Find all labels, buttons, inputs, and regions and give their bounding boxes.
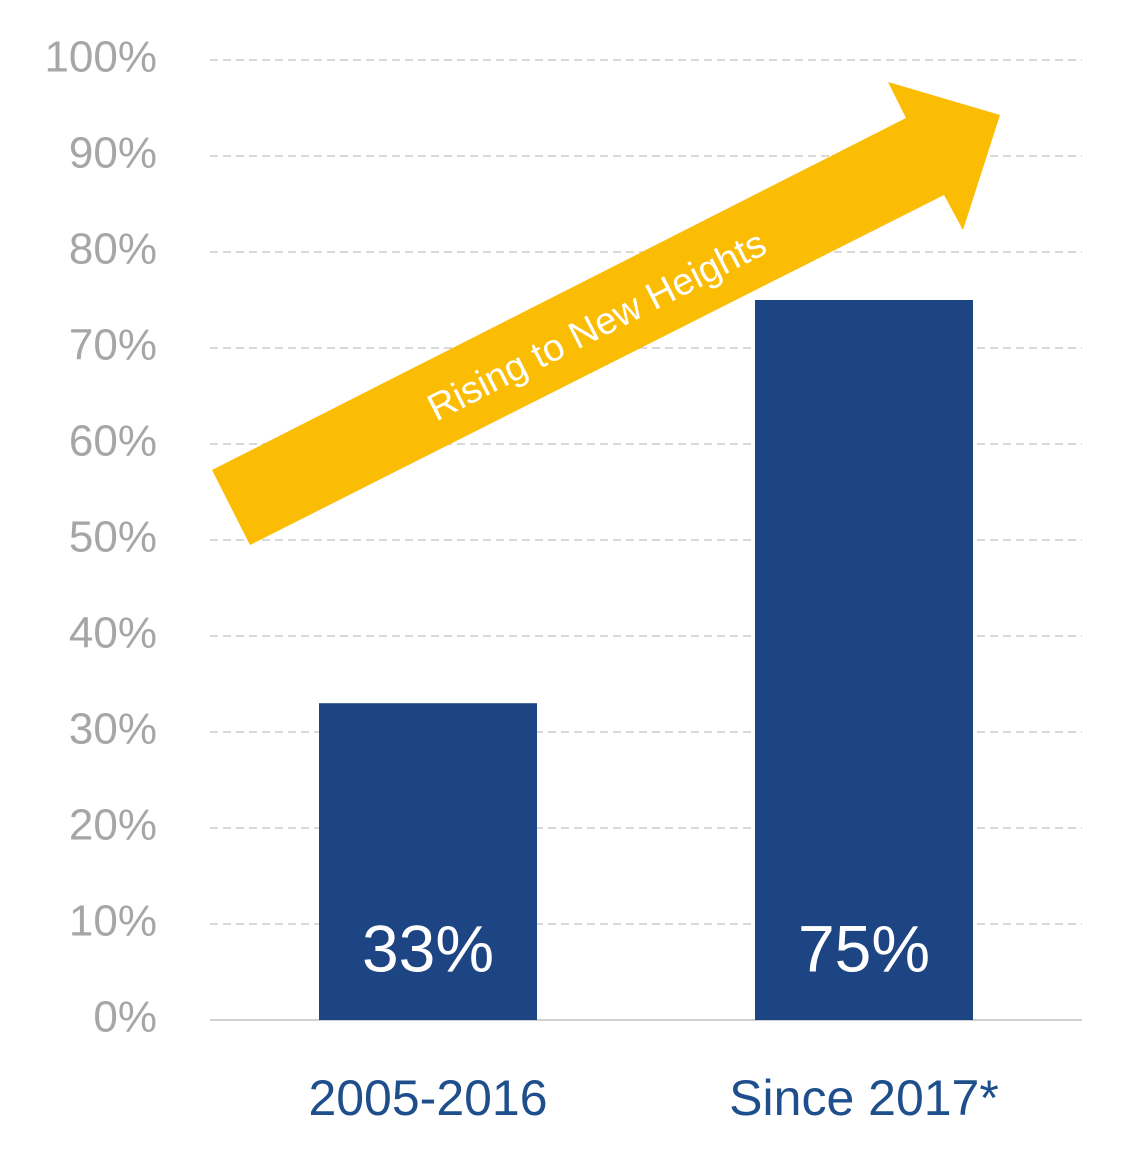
y-tick-label: 30% (69, 705, 157, 754)
bar (755, 300, 973, 1020)
y-tick-label: 10% (69, 897, 157, 946)
bar (319, 703, 537, 1020)
grid: 0% 10% 20% 30% 40% 50% 60% 70% 80% 90% 100% (44, 33, 1082, 1042)
y-tick-label: 90% (69, 129, 157, 178)
arrow-annotation: Rising to New Heights (421, 223, 773, 430)
y-tick-label: 40% (69, 609, 157, 658)
y-tick-label: 50% (69, 513, 157, 562)
y-tick-label: 60% (69, 417, 157, 466)
y-tick-label: 100% (44, 33, 157, 82)
value-label: 75% (798, 911, 930, 985)
x-tick-label: 2005-2016 (308, 1070, 547, 1126)
x-tick-label: Since 2017* (729, 1070, 999, 1126)
y-tick-label: 0% (93, 993, 157, 1042)
bars: 33% 2005-2016 75% Since 2017* (308, 300, 999, 1126)
rising-arrow (212, 82, 1000, 545)
y-tick-label: 20% (69, 801, 157, 850)
y-tick-label: 70% (69, 321, 157, 370)
y-tick-label: 80% (69, 225, 157, 274)
value-label: 33% (362, 911, 494, 985)
